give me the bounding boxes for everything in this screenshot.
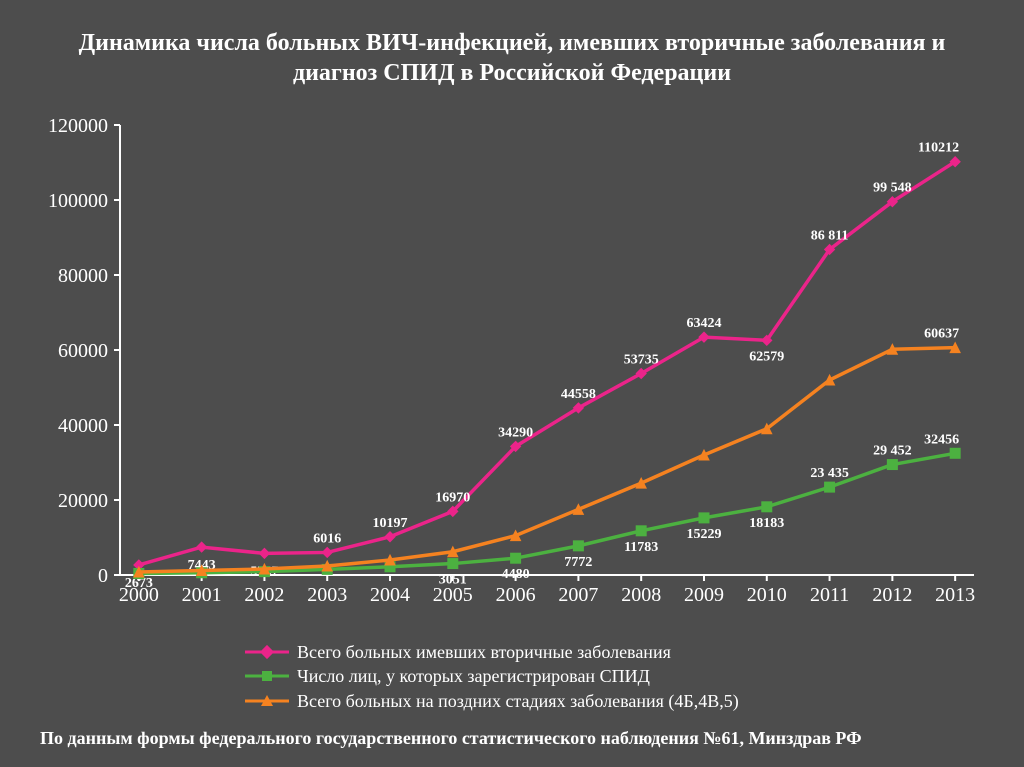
chart-footer: По данным формы федерального государстве…: [40, 728, 862, 749]
svg-text:2007: 2007: [558, 584, 598, 606]
line-chart: 0200004000060000800001000001200002000200…: [40, 115, 984, 635]
legend-swatch: [245, 645, 289, 659]
svg-text:2006: 2006: [496, 584, 536, 606]
svg-text:15229: 15229: [686, 527, 721, 542]
svg-text:110212: 110212: [918, 141, 959, 156]
svg-text:2003: 2003: [307, 584, 347, 606]
legend-label: Всего больных на поздних стадиях заболев…: [297, 689, 739, 713]
svg-text:20000: 20000: [58, 490, 108, 512]
svg-text:2008: 2008: [621, 584, 661, 606]
legend-swatch: [245, 669, 289, 683]
svg-text:32456: 32456: [924, 432, 959, 447]
svg-text:120000: 120000: [48, 115, 108, 137]
svg-text:99 548: 99 548: [873, 181, 912, 196]
svg-text:3051: 3051: [439, 573, 467, 588]
svg-text:80000: 80000: [58, 265, 108, 287]
svg-text:60000: 60000: [58, 340, 108, 362]
svg-text:60637: 60637: [924, 327, 959, 342]
svg-text:2004: 2004: [370, 584, 410, 606]
svg-text:7772: 7772: [564, 555, 592, 570]
svg-text:2010: 2010: [747, 584, 787, 606]
svg-text:4480: 4480: [502, 567, 530, 582]
svg-text:2009: 2009: [684, 584, 724, 606]
svg-text:2011: 2011: [810, 584, 849, 606]
svg-text:16970: 16970: [435, 490, 470, 505]
svg-text:62579: 62579: [749, 349, 784, 364]
legend-item: Число лиц, у которых зарегистрирован СПИ…: [245, 664, 739, 688]
svg-text:6016: 6016: [313, 531, 341, 546]
svg-text:23 435: 23 435: [810, 466, 849, 481]
svg-text:63424: 63424: [686, 316, 721, 331]
svg-text:18183: 18183: [749, 516, 784, 531]
svg-text:34290: 34290: [498, 425, 533, 440]
legend-label: Всего больных имевших вторичные заболева…: [297, 640, 671, 664]
svg-text:0: 0: [98, 565, 108, 587]
svg-text:2001: 2001: [182, 584, 222, 606]
legend-swatch: [245, 694, 289, 708]
chart-legend: Всего больных имевших вторичные заболева…: [245, 640, 739, 713]
legend-label: Число лиц, у которых зарегистрирован СПИ…: [297, 664, 650, 688]
chart-title: Динамика числа больных ВИЧ-инфекцией, им…: [40, 28, 984, 88]
svg-text:86 811: 86 811: [811, 228, 849, 243]
svg-text:2013: 2013: [935, 584, 975, 606]
svg-text:29 452: 29 452: [873, 444, 912, 459]
svg-text:11783: 11783: [624, 540, 658, 555]
svg-text:53735: 53735: [624, 352, 659, 367]
svg-text:10197: 10197: [373, 516, 408, 531]
legend-item: Всего больных на поздних стадиях заболев…: [245, 689, 739, 713]
svg-text:2012: 2012: [872, 584, 912, 606]
svg-text:44558: 44558: [561, 387, 596, 402]
svg-text:2002: 2002: [244, 584, 284, 606]
svg-text:100000: 100000: [48, 190, 108, 212]
svg-text:40000: 40000: [58, 415, 108, 437]
legend-item: Всего больных имевших вторичные заболева…: [245, 640, 739, 664]
